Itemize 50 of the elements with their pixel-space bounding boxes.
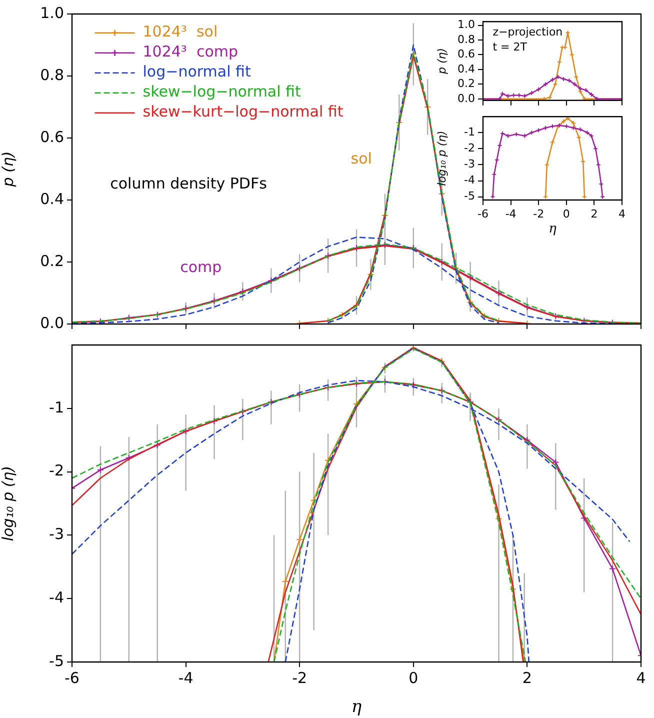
x-tick-label: 2 — [522, 668, 532, 687]
y-tick-label: 0.6 — [40, 128, 64, 146]
y-tick-label: 0.6 — [458, 48, 475, 61]
x-tick-label: 4 — [636, 668, 646, 687]
y-tick-label: 0.2 — [458, 77, 475, 90]
x-axis-title: η — [351, 697, 362, 718]
legend-label: skew−log−normal fit — [142, 82, 301, 101]
y-axis-title: p (η) — [435, 48, 448, 76]
x-tick-label: 4 — [618, 207, 626, 220]
y-axis-title: log₁₀ p (η) — [435, 130, 448, 186]
x-tick-label: 0 — [562, 207, 570, 220]
y-tick-label: 0.4 — [40, 190, 64, 208]
x-axis-title: η — [548, 222, 557, 237]
y-tick-label: -3 — [49, 525, 64, 544]
y-tick-label: -2 — [49, 462, 64, 480]
y-tick-label: -5 — [49, 652, 64, 670]
annotation: z−projection — [492, 25, 563, 38]
y-tick-label: -5 — [464, 190, 475, 203]
x-tick-label: -4 — [178, 668, 194, 687]
annotation: column density PDFs — [110, 174, 268, 192]
y-tick-label: 0.4 — [458, 62, 475, 76]
y-tick-label: 1.0 — [458, 18, 475, 32]
y-axis-title: log₁₀ p (η) — [0, 466, 17, 542]
legend-label: 1024³ sol — [142, 22, 218, 41]
x-tick-label: 2 — [590, 207, 598, 220]
x-tick-label: -2 — [533, 207, 544, 220]
legend-label: skew−kurt−log−normal fit — [142, 102, 344, 121]
annotation: t = 2T — [492, 40, 528, 54]
x-tick-label: -6 — [478, 207, 488, 220]
y-tick-label: -1 — [49, 398, 64, 416]
annotation: comp — [180, 258, 222, 276]
y-tick-label: -3 — [464, 158, 475, 171]
x-tick-label: -4 — [505, 207, 516, 220]
x-tick-label: -6 — [64, 668, 80, 687]
legend-label: log−normal fit — [142, 62, 251, 81]
x-tick-label: 0 — [408, 668, 418, 687]
y-tick-label: 0.2 — [40, 252, 64, 270]
y-tick-label: 1.0 — [40, 4, 64, 22]
y-tick-label: 0.0 — [40, 314, 64, 332]
y-tick-label: -2 — [464, 142, 475, 155]
y-tick-label: -1 — [464, 126, 475, 138]
legend-label: 1024³ comp — [142, 42, 238, 61]
y-tick-label: 0.0 — [458, 92, 475, 105]
y-tick-label: 0.8 — [458, 32, 475, 46]
annotation: sol — [350, 150, 372, 168]
x-tick-label: -2 — [292, 668, 308, 687]
y-tick-label: 0.8 — [40, 66, 64, 84]
y-axis-title: p (η) — [0, 151, 17, 188]
y-tick-label: -4 — [464, 174, 475, 187]
y-tick-label: -4 — [49, 588, 64, 606]
